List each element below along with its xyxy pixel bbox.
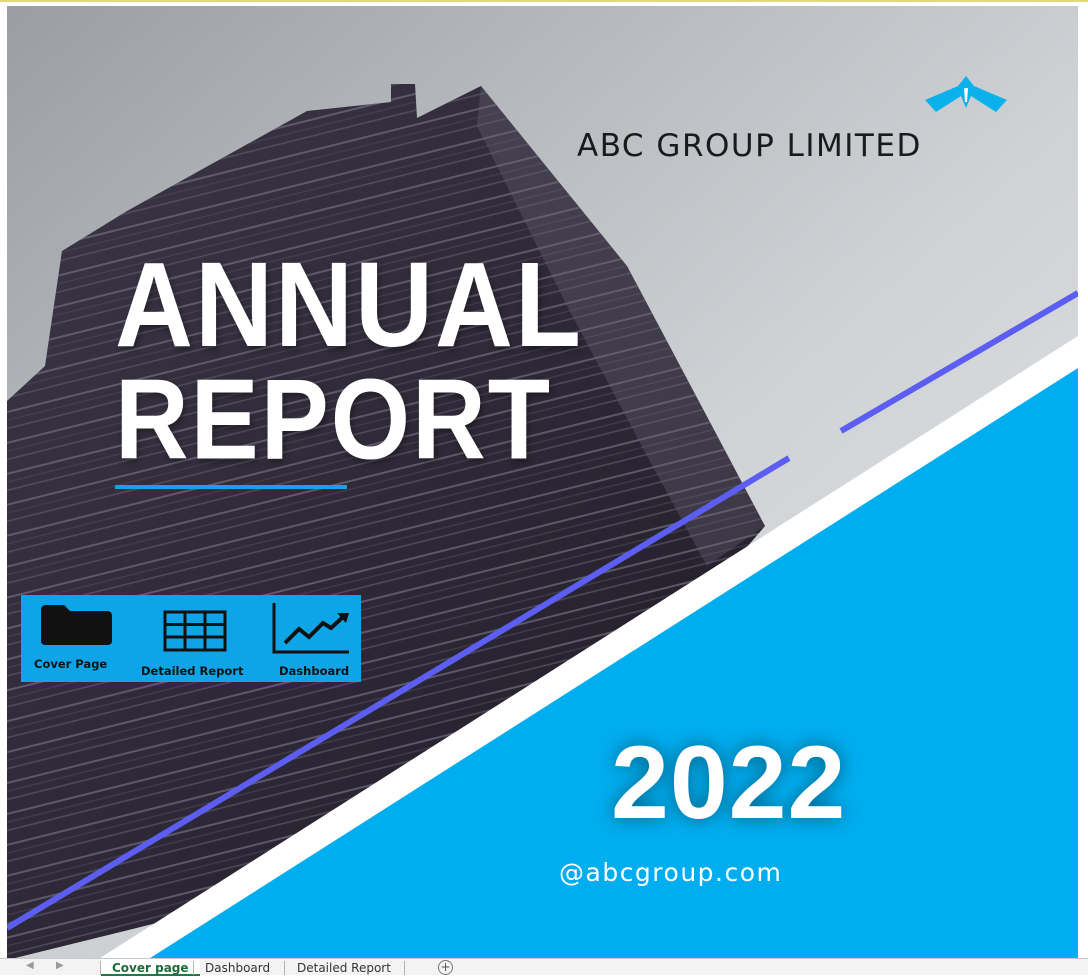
title-report: REPORT bbox=[115, 355, 553, 483]
navigation-panel: Cover Page Detailed Report Dashb bbox=[21, 595, 361, 682]
sheet-tab-bar: ◀ ▶ Cover page Dashboard Detailed Report… bbox=[0, 958, 1088, 976]
folder-icon bbox=[41, 605, 112, 645]
tab-divider bbox=[404, 961, 405, 975]
company-website: @abcgroup.com bbox=[559, 858, 783, 887]
detailed-report-nav-label: Detailed Report bbox=[141, 664, 244, 678]
detailed-report-nav-button[interactable]: Detailed Report bbox=[133, 595, 249, 682]
building-photo bbox=[7, 6, 1078, 960]
tab-cover-page[interactable]: Cover page bbox=[101, 959, 200, 976]
tab-dashboard[interactable]: Dashboard bbox=[205, 961, 271, 975]
cover-page-nav-label: Cover Page bbox=[34, 657, 108, 671]
dashboard-nav-button[interactable]: Dashboard bbox=[251, 595, 361, 682]
tab-divider bbox=[284, 961, 285, 975]
scroll-right-icon[interactable]: ▶ bbox=[56, 960, 64, 971]
tab-divider bbox=[193, 961, 194, 975]
line-chart-icon bbox=[272, 603, 349, 654]
cover-page-nav-button[interactable]: Cover Page bbox=[21, 595, 131, 682]
table-grid-icon bbox=[163, 610, 227, 652]
report-year: 2022 bbox=[611, 725, 847, 841]
tab-detailed-report[interactable]: Detailed Report bbox=[297, 961, 391, 975]
scroll-left-icon[interactable]: ◀ bbox=[26, 960, 34, 971]
title-annual: ANNUAL bbox=[115, 236, 583, 372]
dashboard-nav-label: Dashboard bbox=[279, 664, 350, 678]
abc-logo-icon bbox=[925, 76, 1007, 112]
company-name: ABC GROUP LIMITED bbox=[577, 128, 922, 164]
cover-page-graphic: ABC GROUP LIMITED ANNUAL REPORT 2022 @ab… bbox=[7, 6, 1078, 960]
add-sheet-icon[interactable]: + bbox=[438, 960, 453, 975]
tab-divider bbox=[100, 961, 101, 975]
